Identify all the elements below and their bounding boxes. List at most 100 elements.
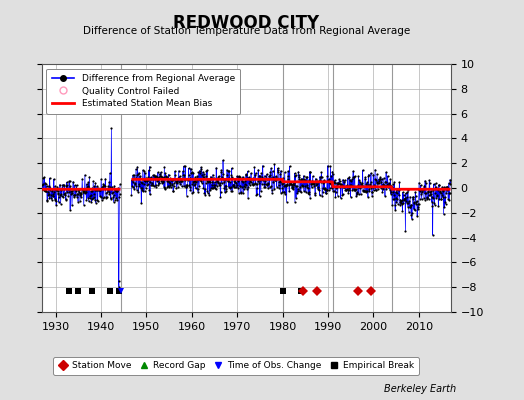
Point (343, 182, 351, 188)
Point (90, 183, 99, 189)
Point (374, 176, 383, 182)
Point (197, 164, 205, 170)
Point (174, 174, 182, 181)
Point (40, 180, 49, 186)
Point (147, 176, 155, 182)
Point (394, 200, 402, 207)
Point (201, 180, 210, 186)
Point (347, 183, 356, 189)
Point (378, 175, 386, 182)
Point (39, 180, 47, 187)
Point (241, 181, 249, 187)
Point (134, 188, 143, 195)
Point (217, 180, 226, 186)
Point (64, 186, 73, 192)
Point (42, 188, 50, 194)
Point (344, 185, 353, 191)
Point (51, 187, 60, 194)
Point (132, 182, 140, 189)
Point (446, 176, 454, 183)
Point (332, 188, 340, 195)
Point (230, 182, 238, 188)
Point (252, 192, 260, 198)
Point (428, 198, 436, 205)
Point (77, 194, 85, 200)
Point (255, 180, 263, 186)
Legend: Difference from Regional Average, Quality Control Failed, Estimated Station Mean: Difference from Regional Average, Qualit… (47, 68, 241, 114)
Point (304, 191, 313, 198)
Point (101, 186, 109, 192)
Point (421, 196, 430, 203)
Point (436, 190, 445, 196)
Point (45, 191, 53, 197)
Point (183, 177, 192, 183)
Point (326, 180, 334, 186)
Point (225, 174, 234, 181)
Point (381, 179, 390, 186)
Point (431, 184, 440, 191)
Point (333, 179, 341, 186)
Point (314, 187, 323, 194)
Point (353, 189, 362, 195)
Point (184, 176, 192, 182)
Point (81, 172, 89, 178)
Point (130, 186, 139, 192)
Point (391, 207, 399, 213)
Point (442, 184, 450, 190)
Point (292, 195, 300, 201)
Point (285, 182, 293, 189)
Point (393, 190, 401, 196)
Point (165, 179, 173, 185)
Point (261, 184, 269, 190)
Point (331, 177, 339, 183)
Point (413, 213, 421, 219)
Point (149, 183, 158, 189)
Point (156, 172, 165, 179)
Point (200, 173, 208, 180)
Point (389, 189, 397, 196)
Point (356, 184, 364, 190)
Point (268, 168, 277, 174)
Point (263, 182, 271, 188)
Point (269, 176, 278, 182)
Point (159, 179, 167, 185)
Point (151, 172, 159, 179)
Point (110, 183, 118, 189)
Point (382, 169, 390, 175)
Point (217, 169, 225, 175)
Point (81, 186, 90, 193)
Point (430, 200, 439, 206)
Point (46, 186, 54, 193)
Point (358, 180, 366, 187)
Point (67, 183, 75, 189)
Point (177, 176, 185, 183)
Point (74, 186, 83, 193)
Point (433, 186, 442, 192)
Point (257, 188, 265, 194)
Point (435, 189, 444, 195)
Point (303, 185, 312, 192)
Point (148, 179, 156, 186)
Point (243, 186, 251, 192)
Point (404, 187, 412, 193)
Point (166, 175, 174, 182)
Point (210, 182, 218, 188)
Point (299, 172, 308, 179)
Point (260, 184, 268, 190)
Point (169, 188, 178, 194)
Point (139, 188, 147, 194)
Point (336, 180, 344, 187)
Point (73, 191, 82, 197)
Point (145, 164, 154, 170)
Point (97, 185, 106, 192)
Point (345, 174, 354, 180)
Point (212, 164, 221, 171)
Point (205, 178, 214, 185)
Point (445, 190, 454, 196)
Point (179, 172, 188, 178)
Point (92, 200, 100, 206)
Point (264, 185, 272, 191)
Point (45, 194, 53, 201)
Point (156, 170, 164, 177)
Point (261, 178, 269, 184)
